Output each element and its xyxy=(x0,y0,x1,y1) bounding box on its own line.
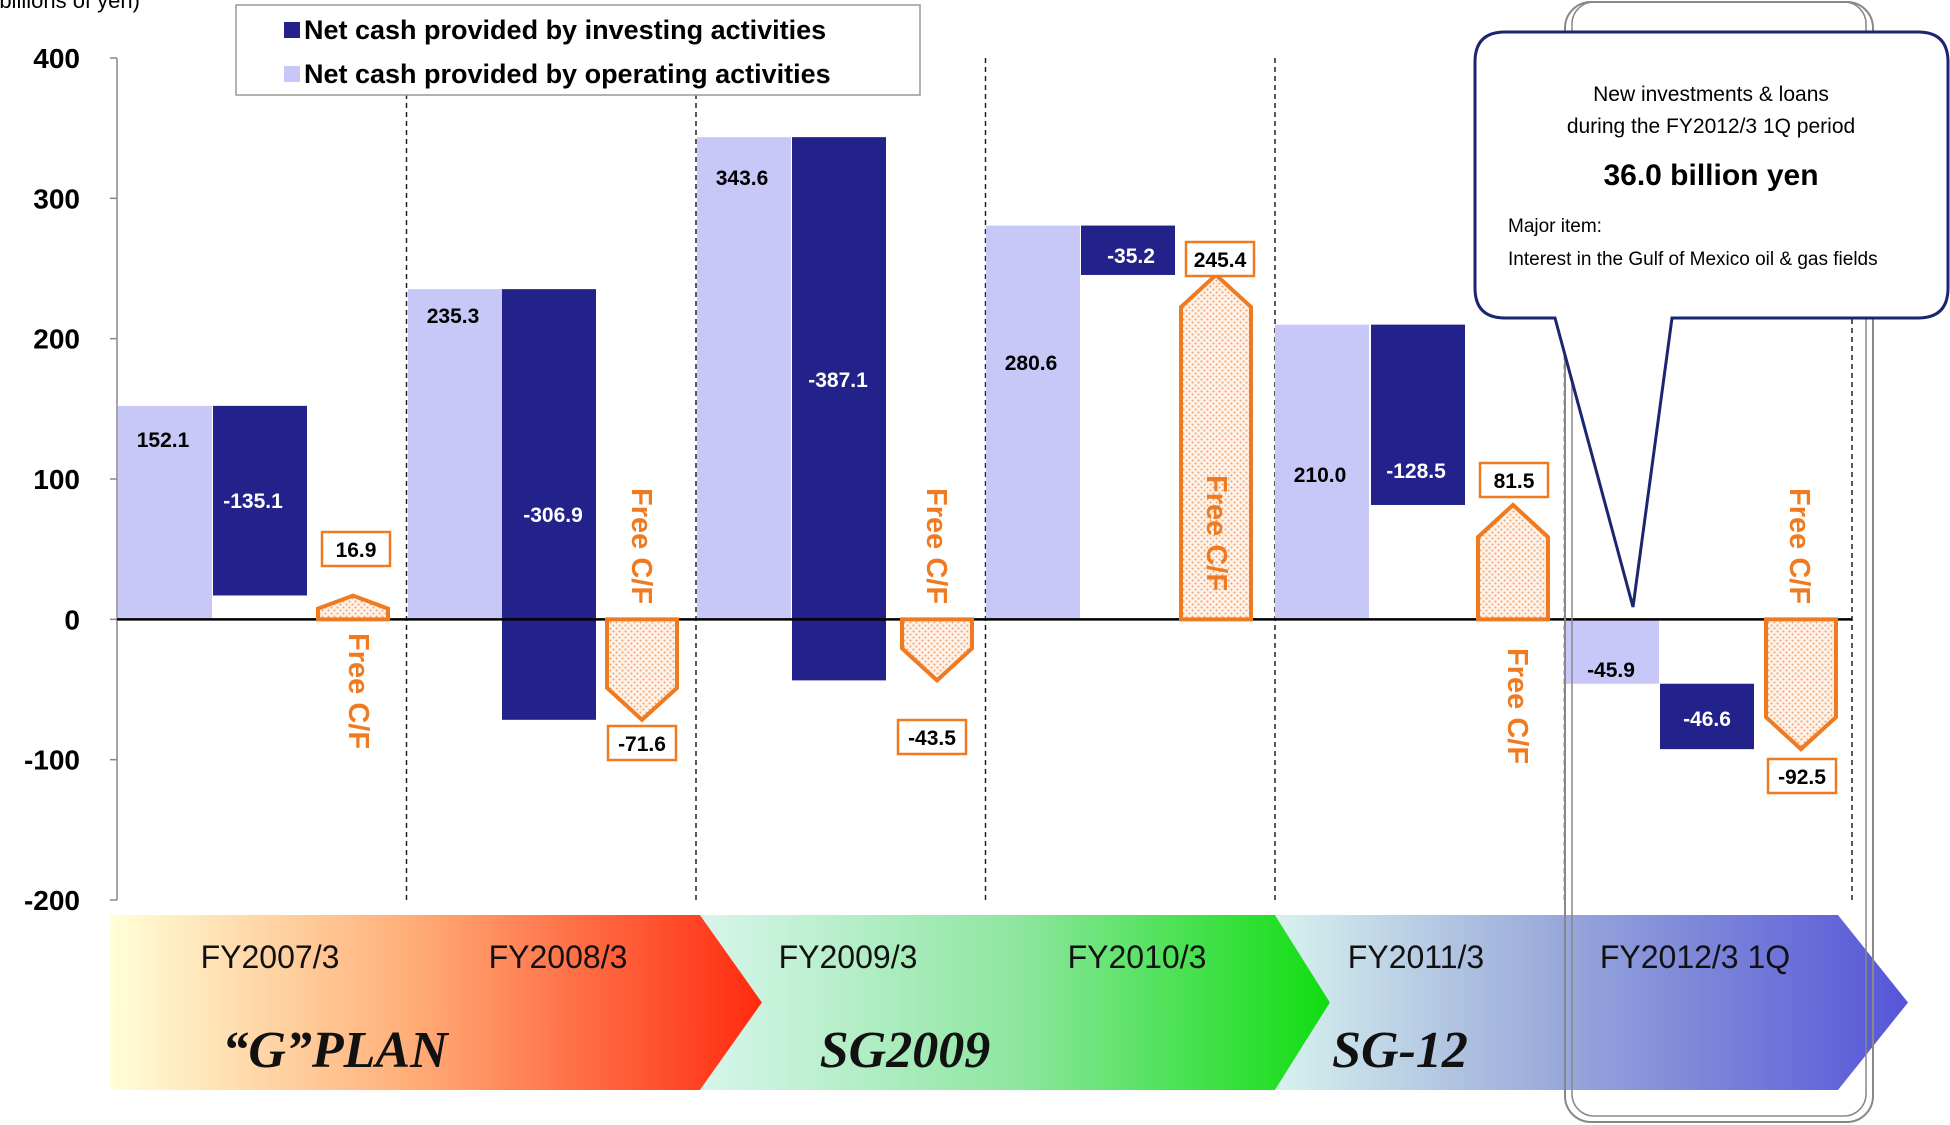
legend-box xyxy=(235,4,921,96)
y-tick-label: 200 xyxy=(33,324,80,355)
free-cf-marker xyxy=(1476,502,1550,622)
data-label-investing: -306.9 xyxy=(523,504,583,527)
fiscal-year-label: FY2009/3 xyxy=(779,939,918,975)
plan-name: SG-12 xyxy=(1332,1022,1468,1079)
callout-bubble xyxy=(1473,30,1950,608)
period-highlight-inner xyxy=(1571,1,1867,1117)
bar-investing xyxy=(1371,324,1465,505)
free-cf-marker xyxy=(605,617,679,723)
free-cf-label: Free C/F xyxy=(342,633,374,749)
bar-operating xyxy=(118,405,212,620)
bar-investing xyxy=(1081,225,1175,275)
free-cf-value-box xyxy=(606,724,678,762)
plan-arrow-sg2009 xyxy=(700,915,1330,1090)
plan-arrow-g-plan xyxy=(110,915,762,1090)
y-axis: 400 300 200 100 0 -100 -200 (billions of yen) xyxy=(0,0,140,916)
data-label-operating: 152.1 xyxy=(137,429,190,452)
bar-investing xyxy=(213,405,307,596)
data-label-investing: -387.1 xyxy=(808,369,868,392)
free-cf-value: -92.5 xyxy=(1778,766,1826,789)
y-tick-label: 400 xyxy=(33,43,80,74)
callout-item: Interest in the Gulf of Mexico oil & gas… xyxy=(1508,249,1878,270)
bar-investing xyxy=(502,289,596,720)
plan-arrow-sg12 xyxy=(1275,915,1908,1090)
plan-band: FY2007/3 FY2008/3 FY2009/3 FY2010/3 FY2011/3… xyxy=(110,915,1908,1090)
plan-name: SG2009 xyxy=(820,1022,990,1079)
free-cf-label: Free C/F xyxy=(625,488,657,604)
data-label-operating: 210.0 xyxy=(1294,464,1347,487)
bar-operating xyxy=(408,289,502,620)
fiscal-year-label: FY2007/3 xyxy=(201,939,340,975)
fiscal-year-label: FY2011/3 xyxy=(1348,939,1484,975)
bar-operating xyxy=(697,137,791,620)
data-label-operating: -45.9 xyxy=(1587,659,1635,682)
y-tick-label: 100 xyxy=(33,464,80,495)
free-cf-value-box xyxy=(1478,461,1550,499)
data-label-operating: 235.3 xyxy=(427,305,480,328)
data-label-operating: 343.6 xyxy=(716,167,769,190)
free-cf-marker xyxy=(1764,617,1838,752)
bars xyxy=(117,137,1852,750)
free-cf-value: 16.9 xyxy=(336,539,377,562)
data-labels: 152.1 235.3 343.6 280.6 210.0 -45.9 -135.1 -306… xyxy=(137,167,1838,795)
free-cash-flow-markers xyxy=(316,272,1838,752)
y-tick-label: -100 xyxy=(24,745,80,776)
legend-swatch xyxy=(284,66,300,82)
data-label-investing: -46.6 xyxy=(1683,708,1731,731)
free-cf-value-box xyxy=(896,718,968,756)
free-cf-value-box xyxy=(1766,757,1838,795)
legend-label: Net cash provided by investing activitie… xyxy=(304,15,826,45)
free-cf-value-box xyxy=(320,530,392,568)
free-cf-label: Free C/F xyxy=(1200,475,1232,591)
free-cf-label: Free C/F xyxy=(920,488,952,604)
free-cf-marker xyxy=(1179,272,1253,622)
data-label-investing: -135.1 xyxy=(223,490,283,513)
callout-item-title: Major item: xyxy=(1508,216,1602,237)
bar-operating xyxy=(1565,619,1659,684)
bar-investing xyxy=(792,137,886,681)
bar-operating xyxy=(986,225,1080,620)
free-cf-value: -71.6 xyxy=(618,733,666,756)
y-tick-label: 0 xyxy=(64,604,80,635)
free-cf-value-box xyxy=(1184,240,1256,278)
data-label-investing: -35.2 xyxy=(1107,245,1155,268)
free-cf-value: 81.5 xyxy=(1494,470,1535,493)
legend-label: Net cash provided by operating activitie… xyxy=(304,59,831,89)
bar-investing xyxy=(1660,683,1754,750)
legend-swatch xyxy=(284,22,300,38)
callout: New investments & loans during the FY2012… xyxy=(1473,1,1950,1123)
callout-line-2: during the FY2012/3 1Q period xyxy=(1567,115,1855,138)
data-label-operating: 280.6 xyxy=(1005,352,1058,375)
callout-amount: 36.0 billion yen xyxy=(1603,159,1818,192)
free-cf-marker xyxy=(316,593,390,622)
free-cf-value: 245.4 xyxy=(1194,249,1247,272)
plan-name: “G”PLAN xyxy=(222,1022,450,1079)
fiscal-year-label: FY2010/3 xyxy=(1068,939,1207,975)
data-label-investing: -128.5 xyxy=(1386,460,1446,483)
fiscal-year-label: FY2008/3 xyxy=(489,939,628,975)
fiscal-year-label: FY2012/3 1Q xyxy=(1600,939,1790,975)
callout-line-1: New investments & loans xyxy=(1593,83,1829,106)
free-cf-value: -43.5 xyxy=(908,727,956,750)
bar-operating xyxy=(1275,324,1369,620)
unit-label: (billions of yen) xyxy=(0,0,140,13)
legend: Net cash provided by investing activitie… xyxy=(235,4,921,96)
free-cf-marker xyxy=(900,617,974,684)
free-cf-label: Free C/F xyxy=(1783,488,1815,604)
free-cf-label: Free C/F xyxy=(1501,648,1533,764)
y-tick-label: 300 xyxy=(33,183,80,214)
y-tick-label: -200 xyxy=(24,885,80,916)
